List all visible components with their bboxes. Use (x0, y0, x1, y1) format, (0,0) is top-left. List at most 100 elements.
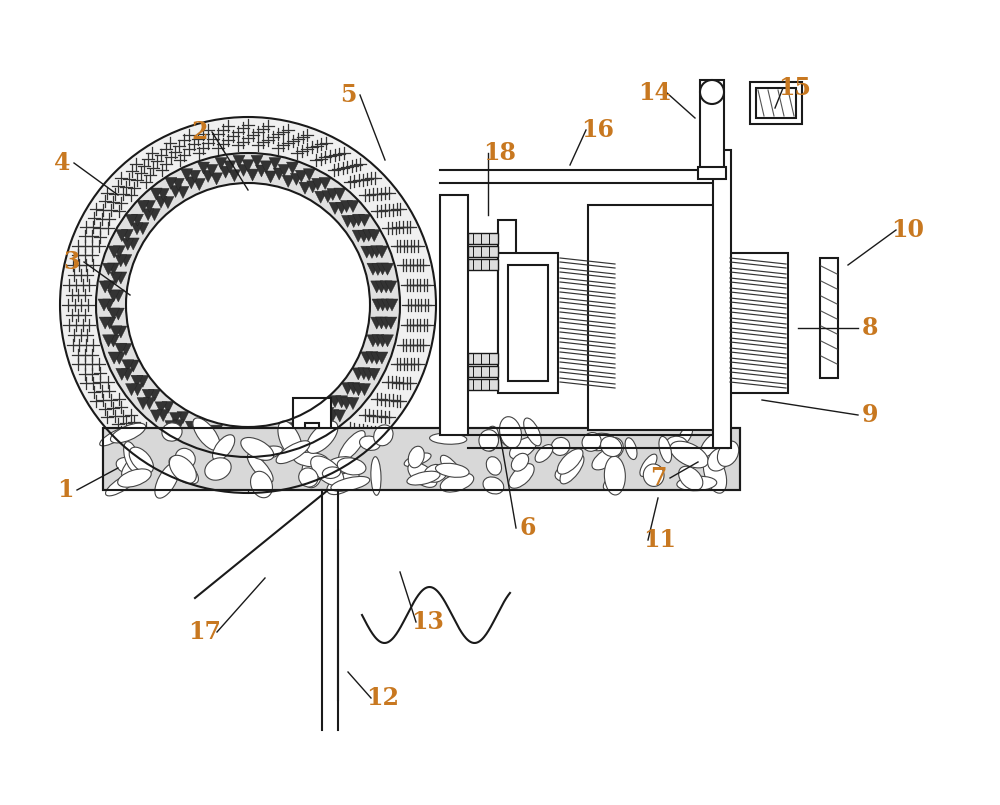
Polygon shape (170, 412, 182, 424)
Ellipse shape (213, 435, 235, 460)
Bar (700, 80, 724, 175)
Bar (293, 398, 331, 428)
Polygon shape (363, 369, 375, 381)
Polygon shape (358, 368, 370, 380)
Polygon shape (286, 162, 298, 174)
Ellipse shape (118, 469, 151, 487)
Ellipse shape (116, 457, 141, 474)
Polygon shape (224, 161, 236, 173)
Polygon shape (312, 419, 324, 431)
Ellipse shape (241, 437, 274, 460)
Ellipse shape (311, 456, 344, 486)
Bar (103, 428, 740, 490)
Ellipse shape (124, 442, 139, 472)
Ellipse shape (479, 430, 499, 451)
Text: 6: 6 (520, 516, 536, 540)
Polygon shape (334, 410, 346, 422)
Polygon shape (358, 384, 370, 395)
Ellipse shape (555, 466, 574, 481)
Ellipse shape (483, 477, 504, 494)
Polygon shape (127, 360, 139, 372)
Bar (468, 259, 498, 270)
Polygon shape (278, 164, 290, 176)
Ellipse shape (582, 432, 601, 452)
Polygon shape (115, 343, 127, 355)
Bar (820, 258, 838, 378)
Ellipse shape (322, 467, 341, 478)
Polygon shape (265, 171, 277, 183)
Polygon shape (303, 169, 315, 180)
Polygon shape (98, 299, 110, 311)
Polygon shape (104, 317, 116, 329)
Polygon shape (377, 335, 389, 347)
Ellipse shape (339, 431, 365, 461)
Polygon shape (108, 352, 120, 364)
Polygon shape (353, 214, 365, 226)
Polygon shape (206, 164, 218, 176)
Polygon shape (172, 419, 184, 431)
Polygon shape (108, 308, 120, 320)
Polygon shape (116, 369, 128, 381)
Polygon shape (372, 299, 384, 311)
Ellipse shape (486, 456, 502, 475)
Polygon shape (251, 443, 263, 455)
Polygon shape (380, 281, 392, 293)
Polygon shape (299, 416, 311, 427)
Ellipse shape (500, 425, 521, 447)
Polygon shape (385, 317, 397, 329)
Ellipse shape (205, 458, 231, 481)
Ellipse shape (440, 473, 474, 492)
Ellipse shape (557, 449, 583, 474)
Ellipse shape (440, 456, 463, 483)
Ellipse shape (677, 477, 717, 491)
Polygon shape (238, 434, 250, 446)
Ellipse shape (110, 423, 146, 443)
Polygon shape (193, 179, 205, 191)
Ellipse shape (435, 463, 469, 477)
Text: 17: 17 (188, 620, 222, 644)
Ellipse shape (484, 426, 499, 451)
Polygon shape (312, 179, 324, 190)
Bar (498, 253, 558, 393)
Bar (728, 253, 788, 393)
Ellipse shape (404, 453, 431, 467)
Bar (468, 379, 498, 390)
Ellipse shape (374, 425, 393, 446)
Polygon shape (96, 153, 400, 457)
Polygon shape (386, 299, 398, 311)
Polygon shape (377, 299, 389, 311)
Polygon shape (115, 326, 127, 338)
Polygon shape (142, 390, 154, 402)
Polygon shape (260, 437, 272, 449)
Ellipse shape (371, 456, 381, 495)
Polygon shape (336, 396, 348, 408)
Ellipse shape (424, 464, 447, 482)
Polygon shape (265, 427, 277, 439)
Polygon shape (290, 425, 302, 436)
Polygon shape (327, 188, 339, 200)
Polygon shape (376, 352, 388, 364)
Polygon shape (157, 188, 169, 200)
Polygon shape (260, 161, 272, 173)
Ellipse shape (306, 421, 338, 453)
Polygon shape (99, 281, 111, 293)
Bar (440, 195, 468, 435)
Polygon shape (242, 439, 254, 450)
Polygon shape (334, 188, 346, 200)
Polygon shape (143, 200, 155, 213)
Ellipse shape (360, 436, 380, 450)
Ellipse shape (408, 462, 437, 487)
Ellipse shape (278, 421, 302, 459)
Polygon shape (120, 344, 132, 356)
Polygon shape (110, 326, 122, 338)
Text: 3: 3 (64, 250, 80, 274)
Polygon shape (189, 171, 201, 182)
Ellipse shape (337, 458, 366, 475)
Bar (750, 82, 802, 124)
Ellipse shape (604, 456, 625, 495)
Ellipse shape (175, 448, 195, 469)
Ellipse shape (679, 466, 703, 490)
Bar (305, 423, 319, 428)
Text: 11: 11 (644, 528, 676, 552)
Polygon shape (295, 171, 307, 182)
